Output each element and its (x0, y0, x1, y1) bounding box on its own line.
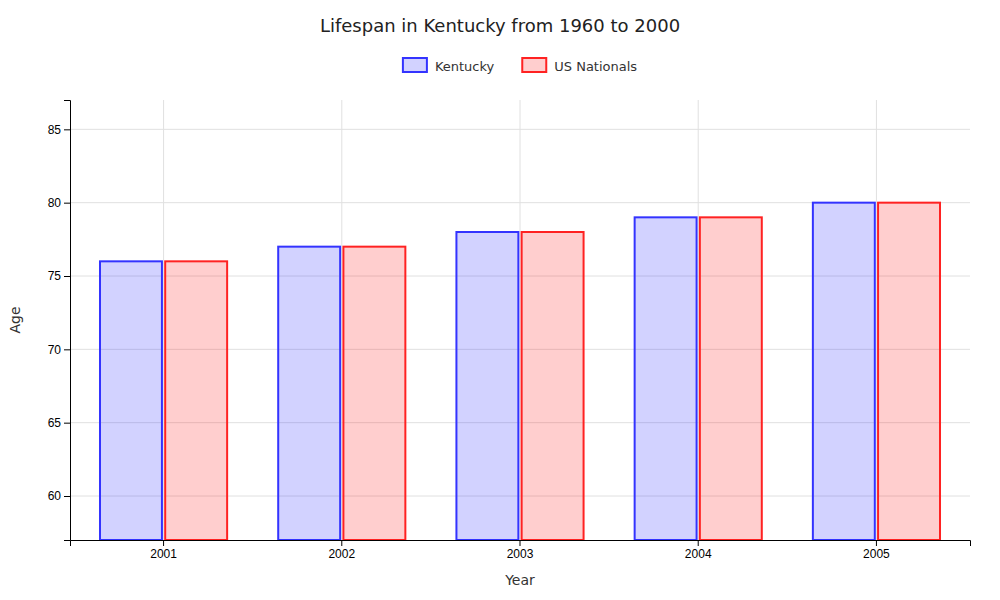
bar (700, 217, 762, 540)
tick-label: 60 (48, 489, 62, 503)
bar (813, 203, 875, 540)
tick-label: 2004 (685, 547, 712, 561)
legend-swatch (403, 58, 427, 72)
grid-line (520, 100, 521, 540)
tick: 65 (48, 416, 70, 430)
tick: 85 (48, 123, 70, 137)
legend-item: Kentucky (403, 58, 495, 74)
tick: 2001 (150, 540, 177, 561)
legend-label: US Nationals (554, 59, 637, 74)
tick-label: 2005 (863, 547, 890, 561)
tick-mark (520, 540, 521, 546)
tick-mark (163, 540, 164, 546)
tick-label: 65 (48, 416, 62, 430)
tick-mark (64, 349, 70, 350)
grid (70, 100, 970, 540)
tick-label: 2001 (150, 547, 177, 561)
tick-label: 2002 (328, 547, 355, 561)
axis-line (71, 541, 971, 547)
bar-series (100, 203, 875, 540)
legend-swatch (522, 58, 546, 72)
legend: Kentucky US Nationals (403, 58, 637, 74)
tick-label: 2003 (507, 547, 534, 561)
tick-label: 80 (48, 196, 62, 210)
tick-mark (64, 129, 70, 130)
tick-label: 75 (48, 269, 62, 283)
tick: 2004 (685, 540, 712, 561)
legend-item: US Nationals (522, 58, 637, 74)
x-axis-title: Year (504, 572, 535, 588)
tick-mark (698, 540, 699, 546)
bar (100, 261, 162, 540)
tick: 80 (48, 196, 70, 210)
tick-mark (64, 496, 70, 497)
bar (278, 247, 340, 540)
bar (635, 217, 697, 540)
bar (456, 232, 518, 540)
x-axis: 2001 2002 2003 2004 2005 (71, 540, 971, 561)
grid-line (876, 100, 877, 540)
tick: 2003 (507, 540, 534, 561)
y-axis: 60 65 70 75 80 85 (48, 101, 71, 541)
grid-line (698, 100, 699, 540)
tick: 70 (48, 343, 70, 357)
bars (100, 203, 940, 540)
title: Lifespan in Kentucky from 1960 to 2000 (320, 15, 680, 36)
chart: 2001 2002 2003 2004 2005 60 65 70 75 80 85 Year Age L… (0, 0, 1000, 600)
tick-mark (876, 540, 877, 546)
tick-label: 70 (48, 343, 62, 357)
tick: 60 (48, 489, 70, 503)
tick-mark (64, 203, 70, 204)
tick-mark (64, 276, 70, 277)
axis-line (64, 101, 71, 541)
grid-line (163, 100, 164, 540)
grid-line (341, 100, 342, 540)
plot: 2001 2002 2003 2004 2005 60 65 70 75 80 85 (48, 100, 971, 561)
bar (343, 247, 405, 540)
tick-mark (64, 423, 70, 424)
tick-label: 85 (48, 123, 62, 137)
bar (878, 203, 940, 540)
bar (165, 261, 227, 540)
y-axis-title: Age (7, 306, 23, 333)
bar (522, 232, 584, 540)
legend-label: Kentucky (435, 59, 495, 74)
tick: 2005 (863, 540, 890, 561)
tick: 75 (48, 269, 70, 283)
tick-mark (341, 540, 342, 546)
bar-series (165, 203, 940, 540)
tick: 2002 (328, 540, 355, 561)
